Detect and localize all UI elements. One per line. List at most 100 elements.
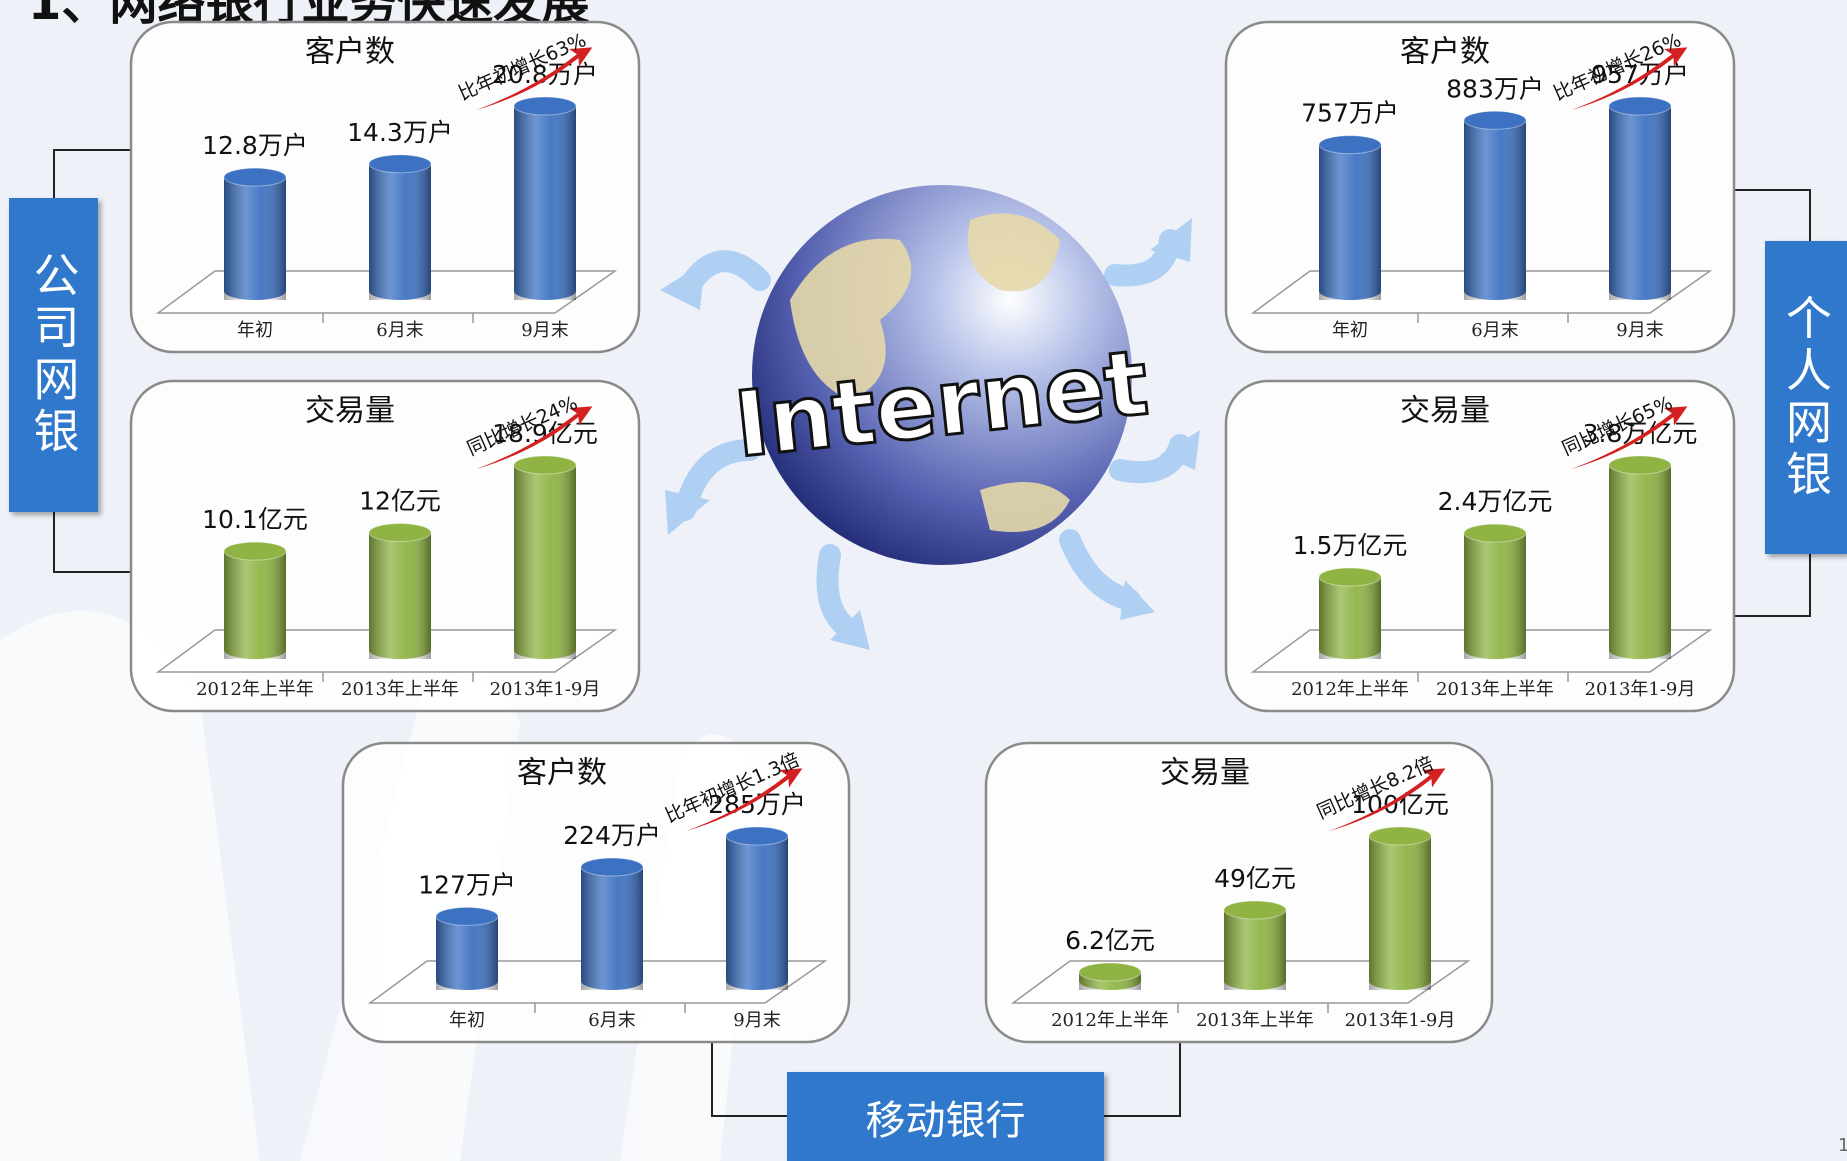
bar-shading [224, 551, 286, 659]
bar-cap [223, 167, 287, 187]
value-label: 6.2亿元 [1065, 926, 1155, 955]
category-label: 2013年上半年 [341, 679, 459, 700]
chart-title: 客户数 [517, 756, 607, 791]
bar-cap [513, 96, 577, 116]
growth-arrow [1328, 768, 1446, 832]
value-label: 2.4万亿元 [1438, 487, 1553, 516]
value-label: 49亿元 [1214, 864, 1296, 893]
value-label: 10.1亿元 [202, 505, 308, 534]
value-label: 12.8万户 [202, 131, 308, 160]
bar-shading [1464, 533, 1526, 659]
growth-arrow [685, 768, 803, 832]
value-label: 127万户 [418, 870, 516, 899]
bar-shading [1609, 465, 1671, 659]
bar-cap [368, 523, 432, 543]
bar-shading [581, 867, 643, 990]
value-label: 224万户 [563, 821, 661, 850]
category-label: 2013年1-9月 [490, 679, 601, 700]
value-label: 957万户 [1591, 60, 1689, 89]
bar-shading [369, 532, 431, 659]
category-label: 2013年1-9月 [1345, 1010, 1456, 1031]
category-label: 9月末 [1616, 320, 1663, 341]
bar-shading [1609, 106, 1671, 300]
category-label: 年初 [1332, 320, 1368, 341]
value-label: 285万户 [708, 790, 806, 819]
growth-arrow [1570, 47, 1688, 111]
group-label-text: 移动银行 [865, 1097, 1026, 1144]
group-label: 公司网银 [9, 198, 98, 512]
value-label: 757万户 [1301, 99, 1399, 128]
bar-cap [223, 541, 287, 561]
category-label: 6月末 [376, 320, 423, 341]
value-label: 1.5万亿元 [1293, 531, 1408, 560]
group-label: 移动银行 [787, 1072, 1104, 1161]
bar-shading [514, 106, 576, 300]
chart-title: 交易量 [1400, 394, 1490, 429]
value-label: 883万户 [1446, 74, 1544, 103]
chart-title: 客户数 [1400, 35, 1490, 70]
connectors [53, 149, 1811, 1117]
bar-cap [1318, 135, 1382, 155]
bar-shading [514, 465, 576, 659]
group-label: 个人网银 [1765, 241, 1847, 554]
growth-arrow [475, 406, 593, 470]
bar-cap [1368, 826, 1432, 846]
category-label: 2012年上半年 [1051, 1010, 1169, 1031]
chart-panel: 交易量 1.5万亿元 2012年上半年 2.4万亿元 2013年上半年 3.8万亿元 201… [1224, 379, 1736, 713]
bar-cap [1463, 110, 1527, 130]
bar-cap [1318, 567, 1382, 587]
category-label: 2012年上半年 [1291, 679, 1409, 700]
bar-shading [1464, 120, 1526, 301]
chart-title: 交易量 [305, 394, 395, 429]
category-label: 年初 [237, 320, 273, 341]
bar-cap [435, 906, 499, 926]
category-label: 2013年1-9月 [1585, 679, 1696, 700]
growth-arrow [475, 47, 593, 111]
bar-shading [436, 916, 498, 990]
category-label: 6月末 [588, 1010, 635, 1031]
bar-cap [1223, 900, 1287, 920]
value-label: 12亿元 [359, 487, 441, 516]
chart-title: 客户数 [305, 35, 395, 70]
bar-shading [1369, 836, 1431, 990]
bar-shading [224, 177, 286, 300]
bar-cap [725, 826, 789, 846]
growth-arrow [1570, 406, 1688, 470]
flow-arrows [660, 218, 1200, 650]
globe: Internet [728, 185, 1154, 565]
group-label-text: 公司网银 [26, 251, 81, 459]
value-label: 3.8万亿元 [1583, 419, 1698, 448]
group-label-text: 个人网银 [1779, 293, 1833, 502]
bar-cap [580, 857, 644, 877]
value-label: 20.8万户 [492, 60, 598, 89]
category-label: 2013年上半年 [1436, 679, 1554, 700]
bar-cap [513, 455, 577, 475]
bar-shading [369, 163, 431, 300]
chart-title: 交易量 [1160, 756, 1250, 791]
chart-panel: 交易量 10.1亿元 2012年上半年 12亿元 2013年上半年 18.9亿元 2013年… [129, 379, 641, 713]
bar-shading [1319, 144, 1381, 300]
chart-panel: 交易量 6.2亿元 2012年上半年 49亿元 2013年上半年 100亿元 2013年1-… [984, 741, 1494, 1044]
bar-cap [1608, 455, 1672, 475]
bar-shading [726, 836, 788, 990]
category-label: 年初 [449, 1010, 485, 1031]
category-label: 2012年上半年 [196, 679, 314, 700]
bar-shading [1224, 909, 1286, 990]
page-number: 1 [1838, 1135, 1847, 1156]
bar-shading [1319, 576, 1381, 659]
bar-cap [1463, 523, 1527, 543]
category-label: 2013年上半年 [1196, 1010, 1314, 1031]
category-label: 6月末 [1471, 320, 1518, 341]
category-label: 9月末 [521, 320, 568, 341]
bar-cap [368, 154, 432, 174]
value-label: 18.9亿元 [492, 419, 598, 448]
bar-cap [1078, 962, 1142, 982]
value-label: 14.3万户 [347, 118, 453, 147]
value-label: 100亿元 [1351, 790, 1449, 819]
bar-cap [1608, 96, 1672, 116]
